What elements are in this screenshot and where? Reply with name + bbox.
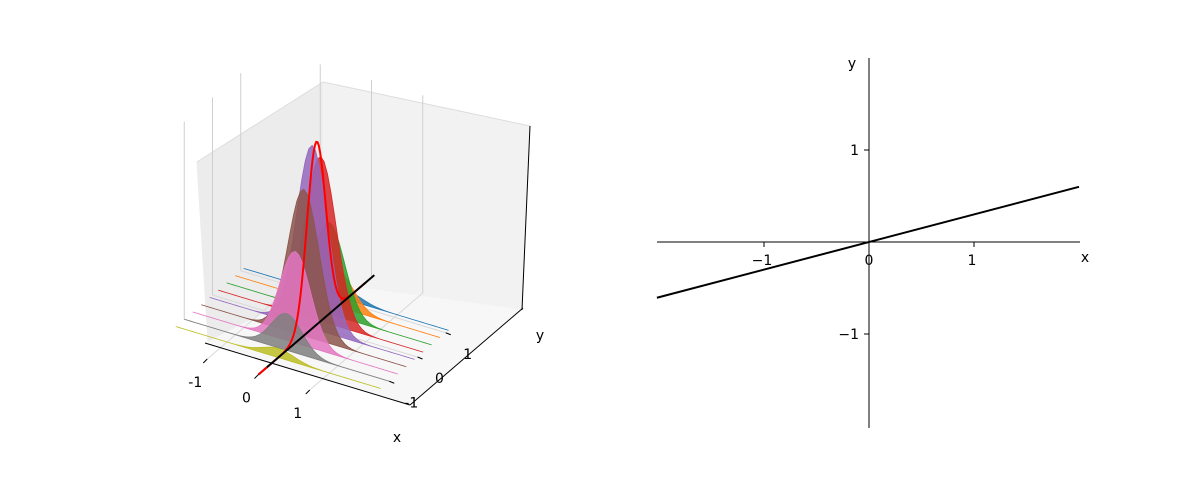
x-tick-label-3d: -1 xyxy=(188,375,202,391)
gridline-3d xyxy=(309,292,424,391)
axis-z-line xyxy=(521,125,531,311)
pane-edge xyxy=(196,81,531,163)
x-tick-3d xyxy=(254,374,259,379)
axis-x-line xyxy=(204,342,411,406)
x-tick-label-3d: 1 xyxy=(293,406,302,422)
x-tick-label-2d: −1 xyxy=(752,253,773,269)
2d-plot: −1 0 1 −1 1 x y xyxy=(656,56,1089,428)
baseline-line xyxy=(257,274,375,376)
x-tick-label-2d: 1 xyxy=(968,253,977,269)
y-tick-label-3d: -1 xyxy=(404,395,418,411)
surfaces xyxy=(175,140,449,389)
y-tick-label-3d: 1 xyxy=(463,347,472,363)
line-series xyxy=(656,185,1080,299)
ticks-3d: -1 0 1 -1 0 1 xyxy=(188,332,472,422)
x-axis-label-3d: x xyxy=(393,430,401,446)
3d-plot: -1 0 1 -1 0 1 x y xyxy=(175,64,544,446)
y-tick-label-3d: 0 xyxy=(435,371,444,387)
back-pane xyxy=(322,81,531,311)
y-tick-label-2d: 1 xyxy=(850,143,859,159)
envelope-tail xyxy=(257,366,268,376)
y-tick-label-2d: −1 xyxy=(838,327,859,343)
y-tick-3d xyxy=(417,356,423,360)
y-tick-3d xyxy=(389,380,395,384)
y-axis-label-3d: y xyxy=(536,328,544,344)
x-axis-label-2d: x xyxy=(1081,250,1089,266)
x-tick-label-2d: 0 xyxy=(865,253,874,269)
x-tick-3d xyxy=(305,389,311,395)
x-tick-3d xyxy=(202,358,208,364)
axis-y-line xyxy=(409,307,524,406)
y-tick-3d xyxy=(445,332,451,336)
ticks-2d: −1 0 1 −1 1 xyxy=(752,143,977,343)
x-tick-label-3d: 0 xyxy=(242,391,251,407)
y-axis-label-2d: y xyxy=(848,56,856,72)
surface-slice xyxy=(192,251,398,375)
